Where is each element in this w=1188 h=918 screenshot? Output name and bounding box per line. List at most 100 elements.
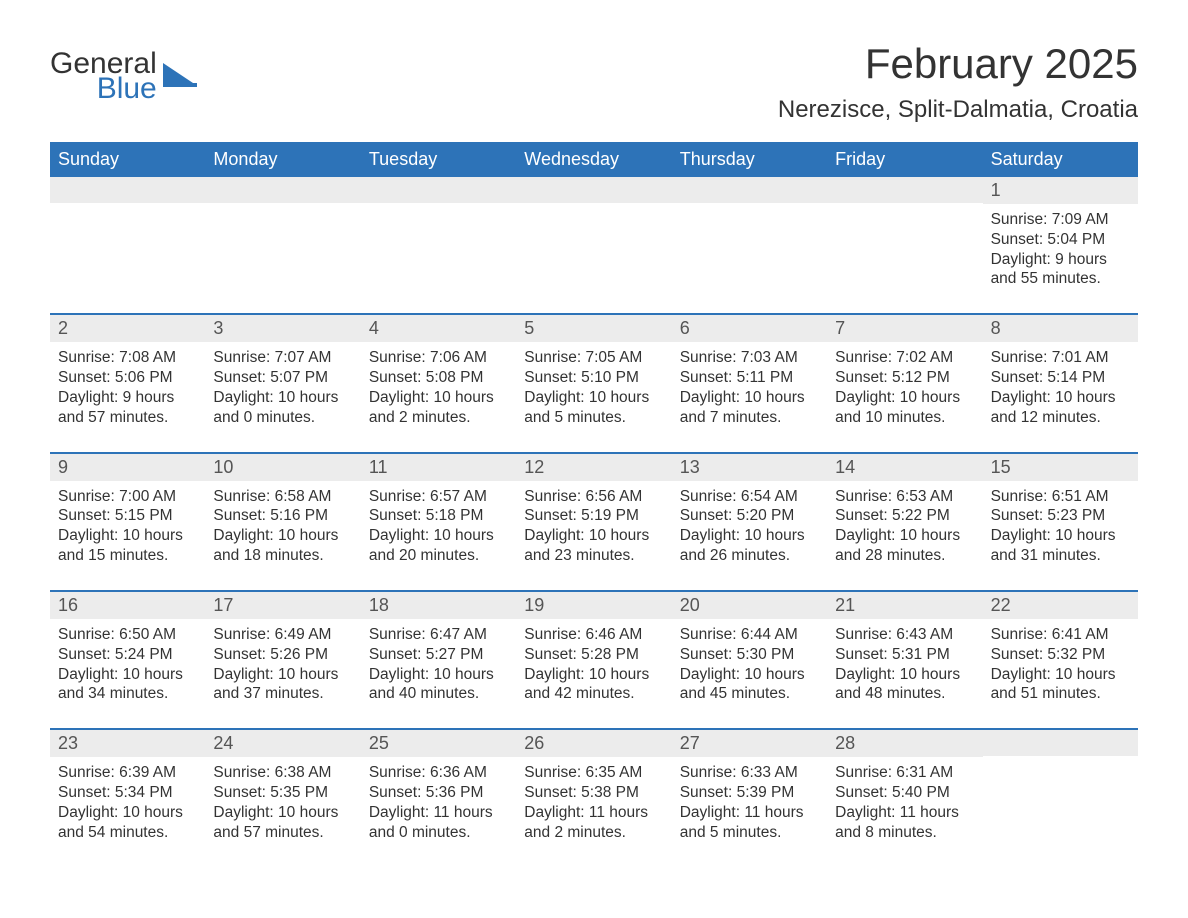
week-row: 1Sunrise: 7:09 AMSunset: 5:04 PMDaylight… bbox=[50, 177, 1138, 299]
day-number: 4 bbox=[369, 318, 379, 338]
day-number: 22 bbox=[991, 595, 1011, 615]
daylight-line: Daylight: 9 hours and 57 minutes. bbox=[58, 388, 197, 428]
day-2: 2Sunrise: 7:08 AMSunset: 5:06 PMDaylight… bbox=[50, 315, 205, 437]
day-number-row: 2 bbox=[50, 315, 205, 342]
day-info: Sunrise: 6:56 AMSunset: 5:19 PMDaylight:… bbox=[524, 487, 663, 566]
day-info: Sunrise: 6:31 AMSunset: 5:40 PMDaylight:… bbox=[835, 763, 974, 842]
day-number-row: 18 bbox=[361, 592, 516, 619]
day-14: 14 Sunrise: 6:53 AMSunset: 5:22 PMDayligh… bbox=[827, 454, 982, 576]
day-8: 8Sunrise: 7:01 AMSunset: 5:14 PMDaylight… bbox=[983, 315, 1138, 437]
day-info: Sunrise: 6:54 AMSunset: 5:20 PMDaylight:… bbox=[680, 487, 819, 566]
day-number-row: 14 bbox=[827, 454, 982, 481]
day-number: 23 bbox=[58, 733, 78, 753]
location: Nerezisce, Split-Dalmatia, Croatia bbox=[778, 96, 1138, 124]
day-number-row: 24 bbox=[205, 730, 360, 757]
day-empty bbox=[672, 177, 827, 299]
daylight-line: Daylight: 10 hours and 26 minutes. bbox=[680, 526, 819, 566]
week-row: 23Sunrise: 6:39 AMSunset: 5:34 PMDayligh… bbox=[50, 728, 1138, 852]
sunrise-line: Sunrise: 6:46 AM bbox=[524, 625, 663, 645]
day-info: Sunrise: 6:47 AMSunset: 5:27 PMDaylight:… bbox=[369, 625, 508, 704]
day-number: 12 bbox=[524, 457, 544, 477]
day-number: 10 bbox=[213, 457, 233, 477]
day-number-row: 13 bbox=[672, 454, 827, 481]
day-20: 20Sunrise: 6:44 AMSunset: 5:30 PMDayligh… bbox=[672, 592, 827, 714]
week-row: 9Sunrise: 7:00 AMSunset: 5:15 PMDaylight… bbox=[50, 452, 1138, 576]
sunset-line: Sunset: 5:32 PM bbox=[991, 645, 1130, 665]
sunset-line: Sunset: 5:19 PM bbox=[524, 506, 663, 526]
day-4: 4 Sunrise: 7:06 AMSunset: 5:08 PMDaylight… bbox=[361, 315, 516, 437]
sunrise-line: Sunrise: 7:06 AM bbox=[369, 348, 508, 368]
logo-word-blue: Blue bbox=[50, 75, 157, 104]
header: General Blue February 2025 Nerezisce, Sp… bbox=[50, 40, 1138, 124]
day-number: 19 bbox=[524, 595, 544, 615]
daylight-line: Daylight: 10 hours and 34 minutes. bbox=[58, 665, 197, 705]
sunset-line: Sunset: 5:30 PM bbox=[680, 645, 819, 665]
sunset-line: Sunset: 5:24 PM bbox=[58, 645, 197, 665]
day-info: Sunrise: 6:57 AMSunset: 5:18 PMDaylight:… bbox=[369, 487, 508, 566]
sunrise-line: Sunrise: 6:54 AM bbox=[680, 487, 819, 507]
day-number-row: 21 bbox=[827, 592, 982, 619]
sunrise-line: Sunrise: 6:33 AM bbox=[680, 763, 819, 783]
day-number-row: 15 bbox=[983, 454, 1138, 481]
triangle-icon bbox=[163, 61, 197, 92]
sunset-line: Sunset: 5:15 PM bbox=[58, 506, 197, 526]
daylight-line: Daylight: 9 hours and 55 minutes. bbox=[991, 250, 1130, 290]
week-row: 2Sunrise: 7:08 AMSunset: 5:06 PMDaylight… bbox=[50, 313, 1138, 437]
day-number: 25 bbox=[369, 733, 389, 753]
logo: General Blue bbox=[50, 40, 197, 103]
daylight-line: Daylight: 10 hours and 40 minutes. bbox=[369, 665, 508, 705]
sunset-line: Sunset: 5:26 PM bbox=[213, 645, 352, 665]
day-info: Sunrise: 7:06 AMSunset: 5:08 PMDaylight:… bbox=[369, 348, 508, 427]
day-info: Sunrise: 6:53 AMSunset: 5:22 PMDaylight:… bbox=[835, 487, 974, 566]
day-info: Sunrise: 7:02 AMSunset: 5:12 PMDaylight:… bbox=[835, 348, 974, 427]
day-3: 3Sunrise: 7:07 AMSunset: 5:07 PMDaylight… bbox=[205, 315, 360, 437]
sunset-line: Sunset: 5:12 PM bbox=[835, 368, 974, 388]
day-9: 9Sunrise: 7:00 AMSunset: 5:15 PMDaylight… bbox=[50, 454, 205, 576]
week-row: 16Sunrise: 6:50 AMSunset: 5:24 PMDayligh… bbox=[50, 590, 1138, 714]
sunrise-line: Sunrise: 7:05 AM bbox=[524, 348, 663, 368]
sunrise-line: Sunrise: 6:43 AM bbox=[835, 625, 974, 645]
daylight-line: Daylight: 10 hours and 0 minutes. bbox=[213, 388, 352, 428]
day-info: Sunrise: 6:51 AMSunset: 5:23 PMDaylight:… bbox=[991, 487, 1130, 566]
day-empty bbox=[827, 177, 982, 299]
sunrise-line: Sunrise: 6:35 AM bbox=[524, 763, 663, 783]
day-info: Sunrise: 6:43 AMSunset: 5:31 PMDaylight:… bbox=[835, 625, 974, 704]
day-number: 26 bbox=[524, 733, 544, 753]
title-block: February 2025 Nerezisce, Split-Dalmatia,… bbox=[778, 40, 1138, 124]
day-28: 28Sunrise: 6:31 AMSunset: 5:40 PMDayligh… bbox=[827, 730, 982, 852]
day-15: 15 Sunrise: 6:51 AMSunset: 5:23 PMDayligh… bbox=[983, 454, 1138, 576]
sunrise-line: Sunrise: 7:03 AM bbox=[680, 348, 819, 368]
daylight-line: Daylight: 10 hours and 51 minutes. bbox=[991, 665, 1130, 705]
sunset-line: Sunset: 5:36 PM bbox=[369, 783, 508, 803]
weekday-wednesday: Wednesday bbox=[516, 142, 671, 177]
sunset-line: Sunset: 5:27 PM bbox=[369, 645, 508, 665]
day-27: 27Sunrise: 6:33 AMSunset: 5:39 PMDayligh… bbox=[672, 730, 827, 852]
sunrise-line: Sunrise: 6:53 AM bbox=[835, 487, 974, 507]
sunrise-line: Sunrise: 6:57 AM bbox=[369, 487, 508, 507]
sunset-line: Sunset: 5:18 PM bbox=[369, 506, 508, 526]
daylight-line: Daylight: 10 hours and 42 minutes. bbox=[524, 665, 663, 705]
day-info: Sunrise: 7:07 AMSunset: 5:07 PMDaylight:… bbox=[213, 348, 352, 427]
day-number-row: 27 bbox=[672, 730, 827, 757]
daylight-line: Daylight: 10 hours and 7 minutes. bbox=[680, 388, 819, 428]
sunset-line: Sunset: 5:08 PM bbox=[369, 368, 508, 388]
day-number: 8 bbox=[991, 318, 1001, 338]
calendar: SundayMondayTuesdayWednesdayThursdayFrid… bbox=[50, 142, 1138, 853]
day-number-row: 11 bbox=[361, 454, 516, 481]
day-number-row: 26 bbox=[516, 730, 671, 757]
sunrise-line: Sunrise: 6:31 AM bbox=[835, 763, 974, 783]
day-number-row: 1 bbox=[983, 177, 1138, 204]
day-info: Sunrise: 6:58 AMSunset: 5:16 PMDaylight:… bbox=[213, 487, 352, 566]
sunrise-line: Sunrise: 6:50 AM bbox=[58, 625, 197, 645]
sunset-line: Sunset: 5:06 PM bbox=[58, 368, 197, 388]
sunset-line: Sunset: 5:35 PM bbox=[213, 783, 352, 803]
day-info: Sunrise: 6:50 AMSunset: 5:24 PMDaylight:… bbox=[58, 625, 197, 704]
sunrise-line: Sunrise: 6:47 AM bbox=[369, 625, 508, 645]
day-number: 1 bbox=[991, 180, 1001, 200]
sunset-line: Sunset: 5:22 PM bbox=[835, 506, 974, 526]
sunset-line: Sunset: 5:28 PM bbox=[524, 645, 663, 665]
day-info: Sunrise: 6:35 AMSunset: 5:38 PMDaylight:… bbox=[524, 763, 663, 842]
day-number-row: 10 bbox=[205, 454, 360, 481]
weekday-header-row: SundayMondayTuesdayWednesdayThursdayFrid… bbox=[50, 142, 1138, 177]
day-number: 11 bbox=[369, 457, 388, 477]
